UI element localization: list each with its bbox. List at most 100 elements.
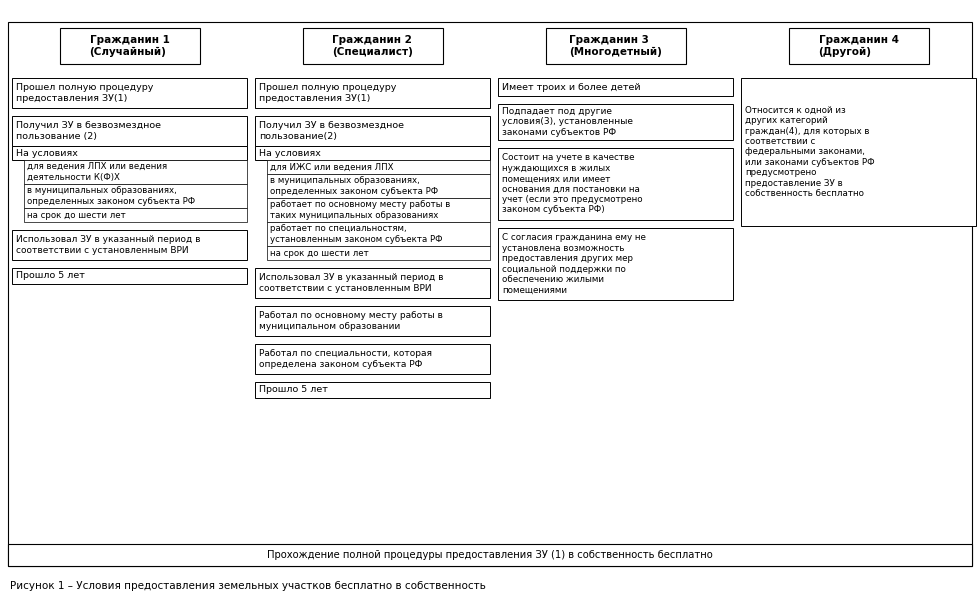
Polygon shape <box>366 341 379 344</box>
Text: Гражданин 3
(Многодетный): Гражданин 3 (Многодетный) <box>569 35 662 57</box>
Polygon shape <box>122 265 136 268</box>
Text: Получил ЗУ в безвозмездное
пользование(2): Получил ЗУ в безвозмездное пользование(2… <box>259 121 404 141</box>
Polygon shape <box>122 226 136 230</box>
FancyBboxPatch shape <box>255 382 490 398</box>
FancyBboxPatch shape <box>267 198 490 222</box>
FancyBboxPatch shape <box>369 298 375 303</box>
Polygon shape <box>609 100 622 104</box>
FancyBboxPatch shape <box>12 146 247 160</box>
FancyBboxPatch shape <box>498 78 733 96</box>
Text: Прошел полную процедуру
предоставления ЗУ(1): Прошел полную процедуру предоставления З… <box>259 83 396 103</box>
Polygon shape <box>366 265 379 268</box>
Text: Прошло 5 лет: Прошло 5 лет <box>259 385 328 394</box>
FancyBboxPatch shape <box>612 220 618 225</box>
Text: в муниципальных образованиях,
определенных законом субъекта РФ: в муниципальных образованиях, определенн… <box>270 176 438 196</box>
Text: Прохождение полной процедуры предоставления ЗУ (1) в собственность бесплатно: Прохождение полной процедуры предоставле… <box>268 550 712 560</box>
FancyBboxPatch shape <box>12 268 247 284</box>
Text: Гражданин 2
(Специалист): Гражданин 2 (Специалист) <box>332 35 413 57</box>
FancyBboxPatch shape <box>126 222 132 226</box>
FancyBboxPatch shape <box>612 140 618 144</box>
FancyBboxPatch shape <box>498 148 733 220</box>
FancyBboxPatch shape <box>369 374 375 378</box>
Text: на срок до шести лет: на срок до шести лет <box>270 248 368 257</box>
Polygon shape <box>608 72 623 78</box>
Text: для ИЖС или ведения ЛПХ: для ИЖС или ведения ЛПХ <box>270 162 394 172</box>
Polygon shape <box>365 72 380 78</box>
FancyBboxPatch shape <box>855 64 862 72</box>
Polygon shape <box>122 72 137 78</box>
Text: Прошел полную процедуру
предоставления ЗУ(1): Прошел полную процедуру предоставления З… <box>16 83 154 103</box>
FancyBboxPatch shape <box>855 226 862 530</box>
FancyBboxPatch shape <box>255 268 490 298</box>
Polygon shape <box>608 530 623 544</box>
Text: С согласия гражданина ему не
установлена возможность
предоставления других мер
с: С согласия гражданина ему не установлена… <box>502 234 646 295</box>
Text: Гражданин 4
(Другой): Гражданин 4 (Другой) <box>818 35 899 57</box>
Polygon shape <box>366 303 379 306</box>
FancyBboxPatch shape <box>369 260 375 265</box>
FancyBboxPatch shape <box>369 108 375 112</box>
FancyBboxPatch shape <box>369 336 375 341</box>
FancyBboxPatch shape <box>255 146 490 160</box>
Text: Прошло 5 лет: Прошло 5 лет <box>16 272 85 280</box>
Polygon shape <box>609 225 622 228</box>
FancyBboxPatch shape <box>267 174 490 198</box>
FancyBboxPatch shape <box>60 28 200 64</box>
Polygon shape <box>609 144 622 148</box>
FancyBboxPatch shape <box>368 398 376 530</box>
Polygon shape <box>365 530 380 544</box>
Polygon shape <box>851 530 866 544</box>
FancyBboxPatch shape <box>789 28 928 64</box>
Polygon shape <box>851 72 866 78</box>
FancyBboxPatch shape <box>125 284 133 530</box>
Text: в муниципальных образованиях,
определенных законом субъекта РФ: в муниципальных образованиях, определенн… <box>27 186 195 206</box>
FancyBboxPatch shape <box>8 544 972 566</box>
FancyBboxPatch shape <box>255 306 490 336</box>
FancyBboxPatch shape <box>267 246 490 260</box>
Text: Использовал ЗУ в указанный период в
соответствии с установленным ВРИ: Использовал ЗУ в указанный период в соот… <box>259 273 444 293</box>
Polygon shape <box>122 530 137 544</box>
Text: работает по основному месту работы в
таких муниципальных образованиях: работает по основному месту работы в так… <box>270 201 451 220</box>
FancyBboxPatch shape <box>24 160 247 184</box>
Polygon shape <box>122 112 136 116</box>
Text: Работал по основному месту работы в
муниципальном образовании: Работал по основному месту работы в муни… <box>259 311 443 331</box>
Text: Имеет троих и более детей: Имеет троих и более детей <box>502 83 641 91</box>
FancyBboxPatch shape <box>267 222 490 246</box>
Text: Гражданин 1
(Случайный): Гражданин 1 (Случайный) <box>89 35 170 57</box>
FancyBboxPatch shape <box>12 116 247 146</box>
Text: Рисунок 1 – Условия предоставления земельных участков бесплатно в собственность: Рисунок 1 – Условия предоставления земел… <box>10 581 486 591</box>
FancyBboxPatch shape <box>612 96 618 100</box>
FancyBboxPatch shape <box>267 160 490 174</box>
Text: Использовал ЗУ в указанный период в
соответствии с установленным ВРИ: Использовал ЗУ в указанный период в соот… <box>16 236 201 255</box>
Text: Работал по специальности, которая
определена законом субъекта РФ: Работал по специальности, которая опреде… <box>259 349 432 368</box>
FancyBboxPatch shape <box>126 108 132 112</box>
Text: На условиях: На условиях <box>259 149 320 158</box>
Text: для ведения ЛПХ или ведения
деятельности К(Ф)Х: для ведения ЛПХ или ведения деятельности… <box>27 162 168 182</box>
Text: Подпадает под другие
условия(3), установленные
законами субъектов РФ: Подпадает под другие условия(3), установ… <box>502 107 633 137</box>
Text: На условиях: На условиях <box>16 149 77 158</box>
Polygon shape <box>366 112 379 116</box>
FancyBboxPatch shape <box>255 116 490 146</box>
FancyBboxPatch shape <box>255 78 490 108</box>
FancyBboxPatch shape <box>741 78 976 226</box>
FancyBboxPatch shape <box>12 78 247 108</box>
FancyBboxPatch shape <box>546 28 685 64</box>
FancyBboxPatch shape <box>498 228 733 300</box>
Text: на срок до шести лет: на срок до шести лет <box>27 211 125 219</box>
Text: Относится к одной из
других категорий
граждан(4), для которых в
соответствии с
ф: Относится к одной из других категорий гр… <box>745 106 874 198</box>
FancyBboxPatch shape <box>12 230 247 260</box>
Polygon shape <box>366 378 379 382</box>
FancyBboxPatch shape <box>125 64 133 72</box>
FancyBboxPatch shape <box>498 104 733 140</box>
Text: Состоит на учете в качестве
нуждающихся в жилых
помещениях или имеет
основания д: Состоит на учете в качестве нуждающихся … <box>502 153 643 214</box>
FancyBboxPatch shape <box>612 300 619 530</box>
FancyBboxPatch shape <box>8 22 972 566</box>
FancyBboxPatch shape <box>24 208 247 222</box>
Text: Получил ЗУ в безвозмездное
пользование (2): Получил ЗУ в безвозмездное пользование (… <box>16 121 161 141</box>
FancyBboxPatch shape <box>612 64 619 72</box>
FancyBboxPatch shape <box>24 184 247 208</box>
FancyBboxPatch shape <box>255 344 490 374</box>
FancyBboxPatch shape <box>368 64 376 72</box>
FancyBboxPatch shape <box>303 28 443 64</box>
FancyBboxPatch shape <box>126 260 132 265</box>
Text: работает по специальностям,
установленным законом субъекта РФ: работает по специальностям, установленны… <box>270 224 443 243</box>
